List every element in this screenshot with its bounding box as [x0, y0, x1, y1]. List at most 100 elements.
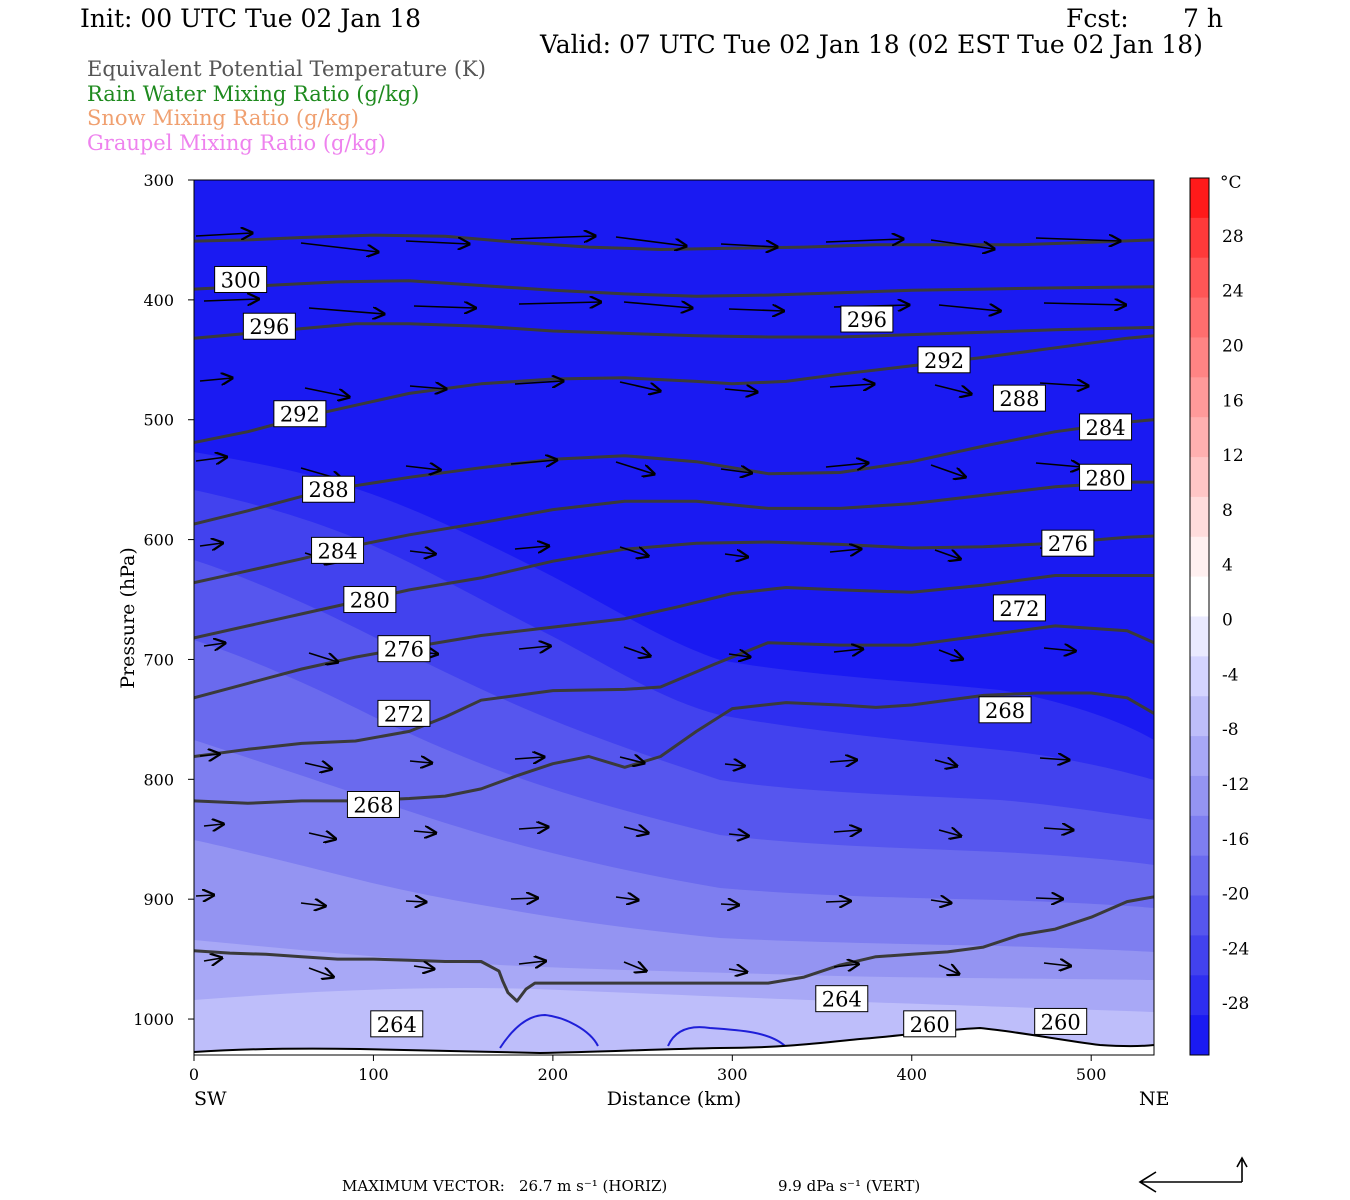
wind-vector — [938, 650, 962, 659]
wind-vector — [413, 966, 434, 969]
wind-vector — [934, 760, 957, 766]
legend-theta-e: Equivalent Potential Temperature (K) — [87, 57, 486, 81]
theta-e-label-300: 300 — [214, 265, 268, 293]
colorbar-label: 12 — [1222, 446, 1244, 466]
wind-vector — [203, 958, 222, 961]
theta-e-label-284: 284 — [1079, 413, 1133, 441]
theta-e-label-296: 296 — [840, 305, 894, 333]
wind-vector — [829, 549, 861, 552]
x-end-label-sw: SW — [194, 1088, 227, 1110]
x-axis: 0 100 200 300 400 500 — [189, 1055, 1106, 1084]
colorbar-swatch — [1190, 736, 1209, 777]
wind-vector — [1043, 648, 1075, 651]
x-axis-title: Distance (km) — [607, 1088, 742, 1110]
forecast-hour: 7 h — [1183, 4, 1223, 33]
colorbar-swatch — [1190, 377, 1209, 418]
wind-vector — [518, 961, 545, 964]
y-tick-label-1000: 1000 — [133, 1010, 174, 1029]
wind-vector — [623, 962, 646, 971]
svg-text:300: 300 — [221, 268, 261, 292]
wind-vector — [405, 466, 440, 470]
theta-e-label-288: 288 — [302, 475, 356, 503]
wind-vector — [308, 968, 333, 977]
x-tick-label-0: 0 — [189, 1065, 199, 1084]
wind-vector — [938, 965, 959, 974]
colorbar-swatch — [1190, 975, 1209, 1016]
wind-vector — [1035, 898, 1062, 899]
wind-vector — [1035, 463, 1082, 467]
legend-snow: Snow Mixing Ratio (g/kg) — [87, 106, 359, 130]
wind-vector — [724, 554, 747, 557]
wind-vector — [720, 469, 751, 473]
wind-vector — [938, 305, 1000, 311]
wind-vector — [413, 306, 475, 308]
wind-vector — [199, 754, 219, 756]
colorbar-frame — [1189, 177, 1210, 1056]
wind-vectors — [195, 233, 1126, 977]
x-tick-label-300: 300 — [717, 1065, 748, 1084]
svg-text:268: 268 — [985, 699, 1025, 723]
theta-e-contour-268 — [194, 624, 1154, 758]
wind-vector — [938, 830, 961, 836]
colorbar-label: -4 — [1222, 665, 1239, 685]
colorbar-label: 0 — [1222, 611, 1233, 631]
wind-vector — [623, 302, 692, 308]
wind-vector — [615, 461, 654, 474]
wind-vector — [514, 546, 549, 549]
colorbar-swatch — [1190, 457, 1209, 498]
theta-e-label-260: 260 — [1034, 1007, 1088, 1035]
terrain-line — [193, 1026, 1155, 1055]
svg-text:276: 276 — [1048, 532, 1088, 556]
colorbar-swatch — [1190, 217, 1209, 259]
wind-vector — [930, 900, 951, 903]
wind-vector — [518, 646, 550, 649]
colorbar-label: -24 — [1222, 939, 1249, 959]
reference-arrow-icon — [1138, 1156, 1248, 1193]
y-tick-label-700: 700 — [143, 650, 174, 669]
wind-vector — [623, 827, 648, 833]
wind-vector — [825, 901, 850, 902]
colorbar-swatch — [1190, 257, 1209, 299]
theta-e-label-280: 280 — [1079, 463, 1133, 491]
rain-water-contours — [499, 1013, 786, 1049]
wind-vector — [619, 757, 644, 763]
y-tick-label-800: 800 — [143, 770, 174, 789]
theta-e-label-264: 264 — [815, 985, 869, 1013]
max-vector-key — [1138, 1156, 1248, 1193]
y-axis-title: Pressure (hPa) — [117, 547, 139, 689]
colorbar-label: -8 — [1222, 720, 1239, 740]
theta-e-label-284: 284 — [311, 536, 365, 564]
forecast-label: Fcst: — [1066, 4, 1129, 33]
colorbar-label: 8 — [1222, 501, 1233, 521]
theta-e-label-276: 276 — [377, 635, 431, 663]
wind-vector — [619, 381, 660, 391]
svg-text:260: 260 — [1041, 1010, 1081, 1034]
wind-vector — [720, 904, 739, 905]
wind-vector — [1043, 963, 1070, 966]
colorbar-swatch — [1190, 417, 1209, 458]
wind-vector — [1043, 303, 1126, 305]
colorbar-swatch — [1190, 895, 1209, 936]
wind-vector — [724, 764, 744, 766]
wind-vector — [514, 381, 563, 384]
rain-contour-2 — [667, 1026, 786, 1047]
wind-vector — [308, 308, 384, 314]
colorbar-swatch — [1190, 935, 1209, 976]
wind-vector — [829, 384, 874, 387]
max-vector-vert: 9.9 dPa s⁻¹ (VERT) — [778, 1177, 921, 1195]
theta-e-label-260: 260 — [903, 1010, 957, 1038]
wind-vector — [934, 550, 960, 559]
valid-time: Valid: 07 UTC Tue 02 Jan 18 (02 EST Tue … — [540, 30, 1203, 59]
theta-e-label-280: 280 — [343, 586, 397, 614]
wind-vector — [195, 233, 252, 236]
x-end-label-ne: NE — [1139, 1088, 1170, 1110]
svg-text:260: 260 — [910, 1013, 950, 1037]
wind-vector — [304, 763, 331, 769]
wind-vector — [510, 236, 595, 239]
svg-text:264: 264 — [822, 988, 862, 1012]
wind-vector — [199, 378, 232, 381]
wind-vector — [930, 464, 965, 477]
colorbar-swatch — [1190, 696, 1209, 737]
svg-text:264: 264 — [377, 1013, 417, 1037]
